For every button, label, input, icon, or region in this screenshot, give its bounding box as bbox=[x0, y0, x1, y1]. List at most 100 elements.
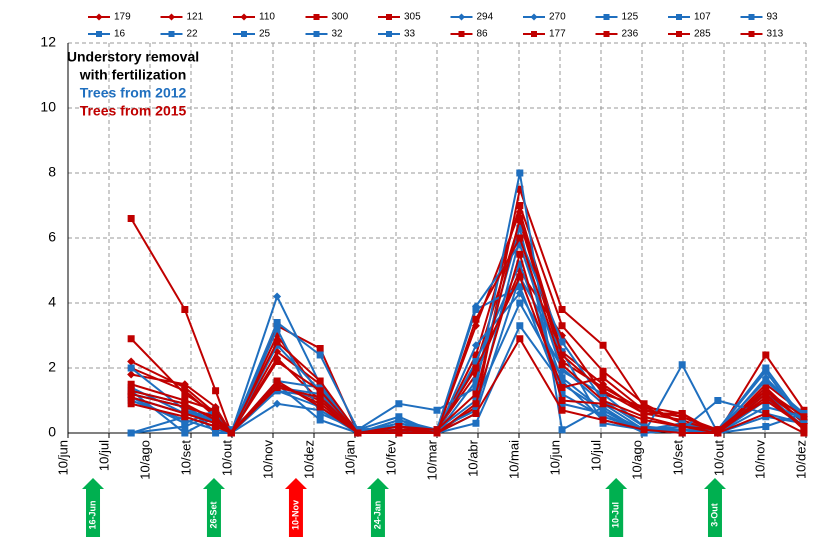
legend-marker bbox=[96, 31, 102, 37]
x-tick-label: 10/ago bbox=[137, 440, 152, 480]
arrow bbox=[703, 478, 726, 537]
annotation: with fertilization bbox=[79, 67, 187, 83]
marker bbox=[395, 429, 403, 437]
arrow-label: 24-Jan bbox=[372, 501, 382, 530]
legend-item: 107 bbox=[668, 12, 711, 23]
legend-item: 179 bbox=[88, 12, 131, 23]
marker bbox=[516, 202, 524, 209]
legend-label: 22 bbox=[187, 29, 199, 40]
marker bbox=[127, 380, 135, 388]
marker bbox=[800, 413, 808, 421]
marker bbox=[181, 400, 189, 408]
legend-label: 33 bbox=[404, 29, 416, 40]
x-tick-label: 10/out bbox=[219, 440, 234, 477]
marker bbox=[212, 387, 220, 395]
legend-item: 22 bbox=[160, 29, 199, 40]
legend-marker bbox=[458, 13, 465, 21]
legend-label: 121 bbox=[187, 12, 204, 23]
y-tick-label: 4 bbox=[48, 294, 56, 310]
marker bbox=[516, 169, 524, 177]
marker bbox=[273, 292, 282, 301]
legend-item: 86 bbox=[450, 29, 489, 40]
marker bbox=[558, 322, 566, 330]
marker bbox=[558, 426, 566, 434]
legend-label: 32 bbox=[332, 29, 344, 40]
marker bbox=[762, 351, 770, 359]
x-tick-label: 10/nov bbox=[260, 440, 275, 480]
legend-marker bbox=[240, 13, 248, 21]
legend-item: 285 bbox=[668, 29, 711, 40]
legend-marker bbox=[168, 31, 175, 37]
marker bbox=[558, 377, 566, 385]
legend-marker bbox=[168, 13, 175, 21]
series-line bbox=[130, 274, 805, 435]
marker bbox=[127, 357, 136, 366]
arrow-label: 26-Set bbox=[208, 501, 218, 528]
legend-marker bbox=[313, 14, 320, 20]
marker bbox=[273, 319, 281, 326]
legend-label: 86 bbox=[477, 29, 489, 40]
marker bbox=[516, 283, 524, 291]
marker bbox=[472, 384, 480, 391]
legend-label: 110 bbox=[259, 12, 275, 23]
legend-item: 313 bbox=[740, 29, 784, 40]
legend-label: 300 bbox=[332, 12, 349, 23]
x-tick-label: 10/out bbox=[711, 440, 726, 477]
legend-item: 294 bbox=[450, 12, 494, 23]
legend-marker bbox=[748, 31, 755, 37]
marker bbox=[516, 273, 524, 281]
y-tick-label: 0 bbox=[48, 424, 56, 440]
marker bbox=[678, 361, 686, 369]
series-line bbox=[130, 208, 805, 435]
marker bbox=[472, 306, 480, 313]
marker bbox=[316, 410, 324, 417]
x-tick-label: 10/mar bbox=[424, 439, 439, 480]
legend-label: 236 bbox=[622, 29, 639, 40]
legend-marker bbox=[530, 13, 538, 21]
marker bbox=[127, 370, 136, 379]
legend-label: 93 bbox=[767, 12, 779, 23]
legend-item: 300 bbox=[305, 12, 349, 23]
marker bbox=[472, 390, 480, 398]
marker bbox=[599, 367, 607, 375]
arrow bbox=[605, 478, 628, 537]
marker bbox=[800, 426, 808, 434]
x-tick-label: 10/jul bbox=[96, 440, 111, 471]
marker bbox=[558, 384, 566, 391]
y-tick-label: 8 bbox=[48, 164, 56, 180]
marker bbox=[433, 426, 441, 434]
legend-label: 125 bbox=[622, 12, 639, 23]
marker bbox=[678, 423, 686, 430]
marker bbox=[181, 390, 189, 398]
marker bbox=[558, 406, 566, 414]
legend-item: 32 bbox=[305, 29, 344, 40]
marker bbox=[273, 338, 281, 346]
marker bbox=[640, 426, 648, 434]
x-tick-label: 10/abr bbox=[465, 439, 480, 477]
marker bbox=[558, 351, 566, 359]
legend-marker bbox=[313, 31, 320, 37]
marker bbox=[127, 215, 135, 222]
x-tick-label: 10/jan bbox=[342, 440, 357, 475]
marker bbox=[316, 387, 324, 395]
marker bbox=[640, 410, 648, 417]
legend-label: 25 bbox=[259, 29, 271, 40]
legend-marker bbox=[531, 31, 537, 37]
marker bbox=[227, 429, 235, 437]
marker bbox=[273, 377, 281, 385]
x-tick-label: 10/dez bbox=[301, 440, 316, 479]
marker bbox=[395, 400, 403, 408]
legend-item: 270 bbox=[523, 12, 566, 23]
y-tick-label: 12 bbox=[40, 34, 56, 50]
marker bbox=[472, 315, 480, 323]
legend-item: 25 bbox=[233, 29, 271, 40]
arrow-label: 10-Jul bbox=[611, 502, 621, 528]
marker bbox=[516, 322, 524, 330]
legend-item: 16 bbox=[88, 29, 126, 40]
marker bbox=[678, 429, 686, 437]
marker bbox=[127, 335, 135, 343]
annotation: Understory removal bbox=[67, 49, 199, 65]
marker bbox=[640, 400, 648, 408]
marker bbox=[127, 393, 135, 401]
marker bbox=[316, 345, 324, 352]
